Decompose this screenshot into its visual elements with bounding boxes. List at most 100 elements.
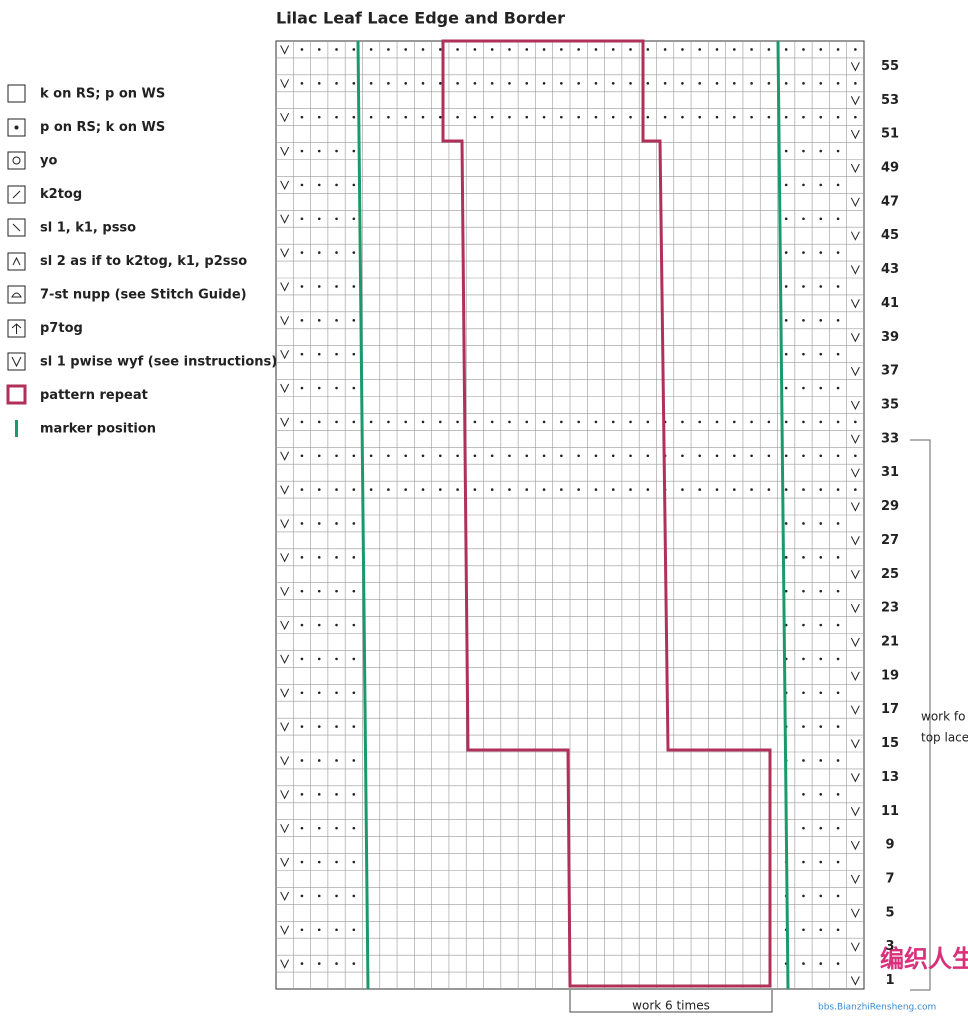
purl-dot xyxy=(456,115,459,119)
purl-dot xyxy=(750,82,753,85)
purl-dot xyxy=(629,488,632,491)
purl-dot xyxy=(335,420,338,424)
purl-dot xyxy=(335,556,338,559)
purl-dot xyxy=(819,115,823,119)
purl-dot xyxy=(681,48,684,51)
icon-dot xyxy=(14,125,19,130)
purl-dot xyxy=(300,386,304,390)
purl-dot xyxy=(732,488,736,491)
purl-dot xyxy=(369,454,373,458)
purl-dot xyxy=(335,894,338,898)
purl-dot xyxy=(317,217,321,221)
slip-mark xyxy=(280,214,290,224)
watermark-logo: 编织人生 xyxy=(880,945,968,973)
icon-repeat xyxy=(6,384,27,405)
purl-dot xyxy=(335,759,338,762)
slip-mark xyxy=(280,180,290,191)
purl-dot xyxy=(611,454,615,458)
purl-dot xyxy=(335,589,338,593)
purl-dot xyxy=(335,82,338,85)
purl-dot xyxy=(317,623,321,627)
purl-dot xyxy=(802,826,805,830)
row-number: 49 xyxy=(881,160,899,175)
purl-dot xyxy=(611,115,615,119)
purl-dot xyxy=(335,183,338,187)
purl-dot xyxy=(352,285,356,288)
purl-dot xyxy=(715,454,719,458)
purl-dot xyxy=(317,454,321,458)
purl-dot xyxy=(819,82,823,85)
row-number: 39 xyxy=(881,330,899,345)
purl-dot xyxy=(352,556,356,559)
purl-dot xyxy=(300,319,304,322)
purl-dot xyxy=(352,149,356,153)
purl-dot xyxy=(404,454,408,458)
purl-dot xyxy=(473,488,477,491)
purl-dot xyxy=(836,251,840,254)
purl-dot xyxy=(819,556,823,559)
purl-dot xyxy=(542,488,546,491)
slip-mark xyxy=(850,468,860,478)
row-number: 13 xyxy=(881,770,899,785)
purl-dot xyxy=(335,691,338,695)
purl-dot xyxy=(335,488,338,491)
row-number: 23 xyxy=(881,601,899,616)
purl-dot xyxy=(421,420,425,424)
purl-dot xyxy=(594,488,598,491)
purl-dot xyxy=(317,657,321,661)
purl-dot xyxy=(732,454,736,458)
purl-dot xyxy=(317,691,321,695)
purl-dot xyxy=(819,183,823,187)
purl-dot xyxy=(784,115,788,119)
purl-dot xyxy=(300,48,304,51)
purl-dot xyxy=(802,691,805,695)
slip-mark xyxy=(850,333,860,343)
icon-s2kp xyxy=(7,252,26,271)
purl-dot xyxy=(456,454,459,458)
purl-dot xyxy=(542,82,546,85)
purl-dot xyxy=(300,556,304,559)
purl-dot xyxy=(836,725,840,728)
purl-dot xyxy=(802,48,805,51)
purl-dot xyxy=(473,48,477,51)
row-number: 19 xyxy=(881,668,899,683)
icon-nupp xyxy=(7,285,26,304)
purl-dot xyxy=(508,420,511,424)
purl-dot xyxy=(300,962,304,965)
purl-dot xyxy=(352,319,356,322)
purl-dot xyxy=(300,82,304,85)
purl-dot xyxy=(836,589,840,593)
purl-dot xyxy=(456,488,459,491)
purl-dot xyxy=(352,962,356,965)
purl-dot xyxy=(490,488,494,491)
purl-dot xyxy=(750,420,753,424)
purl-dot xyxy=(802,183,805,187)
purl-dot xyxy=(819,522,823,525)
purl-dot xyxy=(317,962,321,965)
purl-dot xyxy=(542,115,546,119)
icon-yo xyxy=(7,151,26,170)
purl-dot xyxy=(352,420,356,424)
purl-dot xyxy=(836,319,840,322)
slip-mark xyxy=(850,502,860,512)
purl-dot xyxy=(508,454,511,458)
purl-dot xyxy=(317,928,321,932)
legend-label: sl 2 as if to k2tog, k1, p2sso xyxy=(40,254,247,269)
slip-mark xyxy=(280,586,290,597)
purl-dot xyxy=(525,488,529,491)
slip-mark xyxy=(850,671,860,681)
slip-mark xyxy=(280,485,290,495)
purl-dot xyxy=(802,115,805,119)
purl-dot xyxy=(819,928,823,932)
purl-dot xyxy=(300,251,304,254)
purl-dot xyxy=(542,420,546,424)
purl-dot xyxy=(836,217,840,221)
purl-dot xyxy=(352,623,356,627)
purl-dot xyxy=(784,556,788,559)
legend-label: k on RS; p on WS xyxy=(40,87,165,102)
repeat-bracket xyxy=(569,990,773,1013)
slip-mark xyxy=(850,705,860,715)
purl-dot xyxy=(732,82,736,85)
purl-dot xyxy=(352,352,356,356)
